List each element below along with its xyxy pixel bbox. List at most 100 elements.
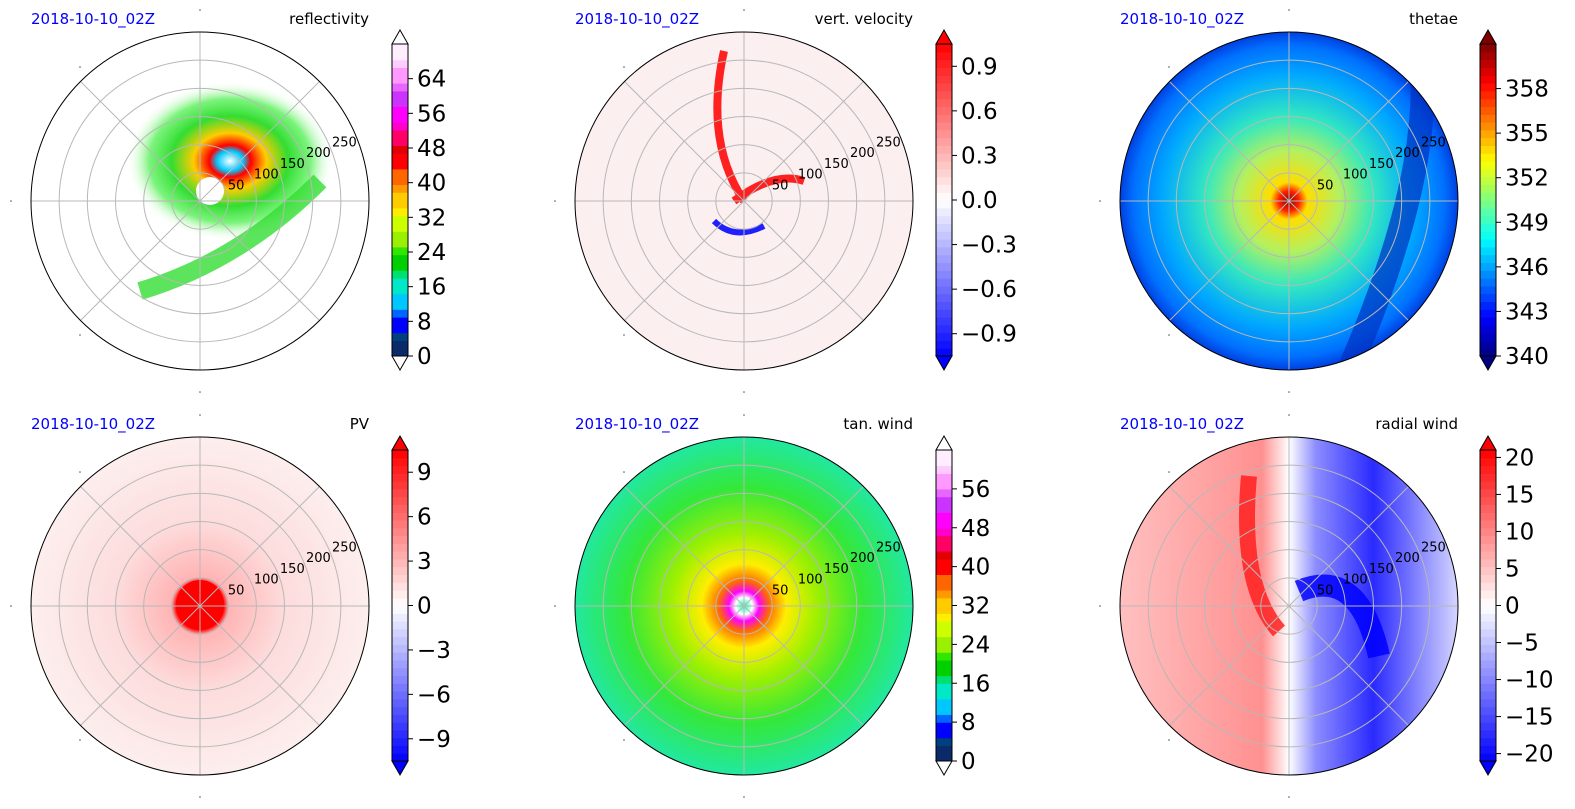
colorbar-tick-label: 20: [1505, 445, 1534, 471]
colorbar-tick-label: 0: [1505, 594, 1520, 620]
colorbar-tick-label: 0.3: [961, 143, 998, 169]
colorbar-segment: [936, 691, 952, 700]
colorbar-segment: [1480, 215, 1496, 224]
colorbar-segment: [1480, 176, 1496, 185]
colorbar-segment: [1480, 558, 1496, 568]
colorbar-segment: [1480, 231, 1496, 240]
azimuth-line: [624, 81, 745, 202]
azimuth-line: [1288, 200, 1409, 321]
colorbar-segment: [936, 488, 952, 498]
panel-variable-title: vert. velocity: [815, 10, 913, 28]
colorbar-segment: [392, 621, 408, 630]
colorbar-segment: [1480, 753, 1496, 762]
colorbar-segment: [936, 168, 952, 178]
radial-tick-label: 200: [306, 146, 331, 161]
colorbar-segment: [1480, 153, 1496, 162]
outflow-band: [1294, 574, 1390, 659]
colorbar-tick-label: 355: [1505, 121, 1549, 147]
colorbar-segment: [392, 184, 408, 193]
inflow-band: [1239, 475, 1286, 637]
colorbar-segment: [936, 535, 952, 544]
colorbar: −20 −15 −10 −5 0 5 10 15 20: [1479, 434, 1554, 777]
colorbar-segment: [936, 450, 952, 459]
colorbar-segment: [1480, 722, 1496, 731]
colorbar-tick-label: 40: [417, 171, 446, 197]
colorbar-tick-label: 349: [1505, 210, 1549, 236]
axis-tick: [743, 414, 745, 416]
colorbar-segment: [936, 659, 952, 669]
colorbar-segment: [392, 667, 408, 677]
colorbar-segment: [392, 589, 408, 599]
radial-tick-label: 50: [1317, 178, 1334, 193]
colorbar-segment: [392, 659, 408, 669]
colorbar-segment: [936, 348, 952, 357]
colorbar-segment: [1480, 114, 1496, 123]
colorbar-tick-label: 8: [417, 309, 432, 335]
colorbar-segment: [1480, 745, 1496, 754]
colorbar-segment: [936, 636, 952, 645]
colorbar-segment: [936, 239, 952, 248]
axis-tick: [1168, 66, 1170, 68]
colorbar-extend-min: [391, 760, 409, 777]
polar-grid: [31, 32, 369, 370]
azimuth-line: [1169, 200, 1290, 321]
colorbar-segment: [936, 543, 952, 552]
colorbar-segment: [392, 465, 408, 474]
axis-tick: [1288, 796, 1290, 798]
colorbar-segment: [936, 597, 952, 607]
radial-tick-label: 50: [772, 583, 789, 598]
colorbar-segment: [392, 270, 408, 279]
colorbar-segment: [936, 90, 952, 100]
colorbar-tick-label: 40: [961, 555, 990, 581]
colorbar-segment: [392, 683, 408, 692]
colorbar-segment: [936, 340, 952, 349]
axis-tick: [623, 471, 625, 473]
colorbar-segment: [1480, 481, 1496, 490]
colorbar-segment: [392, 262, 408, 271]
colorbar-segment: [392, 168, 408, 178]
colorbar-segment: [1480, 691, 1496, 700]
colorbar-segment: [936, 51, 952, 61]
colorbar-segment: [392, 129, 408, 139]
axis-tick: [1288, 414, 1290, 416]
axis-tick: [199, 391, 201, 393]
radial-tick-label: 150: [280, 157, 305, 172]
colorbar-tick-label: 343: [1505, 299, 1549, 325]
azimuth-line: [743, 486, 864, 607]
colorbar-tick-label: −9: [417, 727, 451, 753]
azimuth-line: [1169, 486, 1290, 607]
axis-tick: [10, 200, 12, 202]
colorbar-segment: [392, 675, 408, 684]
colorbar-segment: [936, 75, 952, 84]
colorbar-segment: [1480, 473, 1496, 482]
panel-timestamp: 2018-10-10_02Z: [575, 10, 699, 29]
azimuth-line: [80, 200, 201, 321]
colorbar-segment: [1480, 137, 1496, 146]
azimuth-line: [80, 81, 201, 202]
colorbar-segment: [392, 317, 408, 326]
colorbar-segment: [936, 207, 952, 217]
polar-grid: [1120, 32, 1458, 370]
colorbar-segment: [1480, 551, 1496, 560]
colorbar-segment: [936, 457, 952, 467]
radial-tick-label: 50: [228, 178, 245, 193]
colorbar-segment: [1480, 683, 1496, 692]
colorbar-segment: [1480, 737, 1496, 747]
colorbar-segment: [1480, 285, 1496, 295]
colorbar-segment: [936, 753, 952, 762]
colorbar-segment: [936, 605, 952, 614]
colorbar-tick-label: 16: [417, 275, 446, 301]
azimuth-line: [743, 81, 864, 202]
axis-tick: [1099, 200, 1101, 202]
colorbar-segment: [936, 176, 952, 185]
axis-tick: [743, 9, 745, 11]
colorbar-tick-label: 64: [417, 67, 446, 93]
colorbar-segment: [1480, 628, 1496, 638]
panel-variable-title: radial wind: [1375, 415, 1458, 433]
radial-tick-label: 100: [254, 573, 279, 588]
axis-tick: [1288, 391, 1290, 393]
axis-tick: [623, 739, 625, 741]
colorbar-segment: [936, 737, 952, 747]
